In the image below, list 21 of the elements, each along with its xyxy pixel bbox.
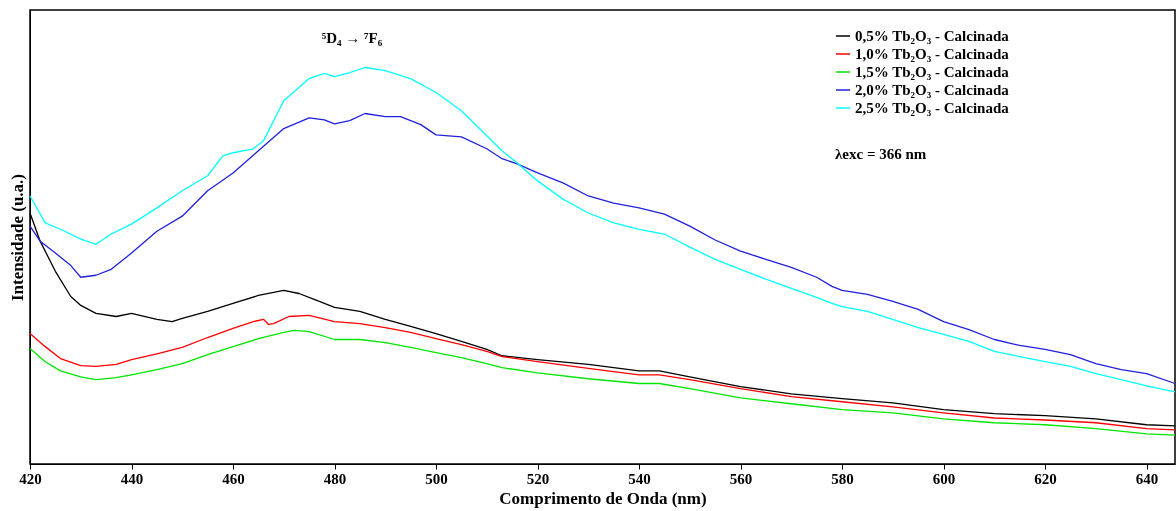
x-tick-label: 540 <box>628 470 651 487</box>
legend-label: 2,5% Tb₂O₃ - Calcinada <box>855 100 1010 116</box>
legend-label: 0,5% Tb₂O₃ - Calcinada <box>855 28 1010 44</box>
x-tick-label: 500 <box>425 470 448 487</box>
x-tick-label: 480 <box>323 470 347 487</box>
legend-label: 1,0% Tb₂O₃ - Calcinada <box>855 46 1010 62</box>
x-tick-label: 640 <box>1135 470 1159 487</box>
x-tick-label: 420 <box>19 470 42 487</box>
x-tick-label: 440 <box>120 470 144 487</box>
annotation: λexc = 366 nm <box>835 146 927 162</box>
y-axis-title: Intensidade (u.a.) <box>7 173 27 302</box>
x-tick-label: 580 <box>831 470 854 487</box>
text: ⁵D₄ → ⁷F₆ <box>321 30 383 46</box>
legend-label: 2,0% Tb₂O₃ - Calcinada <box>855 82 1010 98</box>
x-tick-label: 520 <box>526 470 550 487</box>
x-tick-label: 460 <box>222 470 245 487</box>
x-tick-label: 600 <box>932 470 956 487</box>
x-tick-label: 620 <box>1034 470 1057 487</box>
x-tick-label: 560 <box>729 470 753 487</box>
x-axis-title: Comprimento de Onda (nm) <box>499 488 707 508</box>
legend-label: 1,5% Tb₂O₃ - Calcinada <box>855 64 1010 80</box>
